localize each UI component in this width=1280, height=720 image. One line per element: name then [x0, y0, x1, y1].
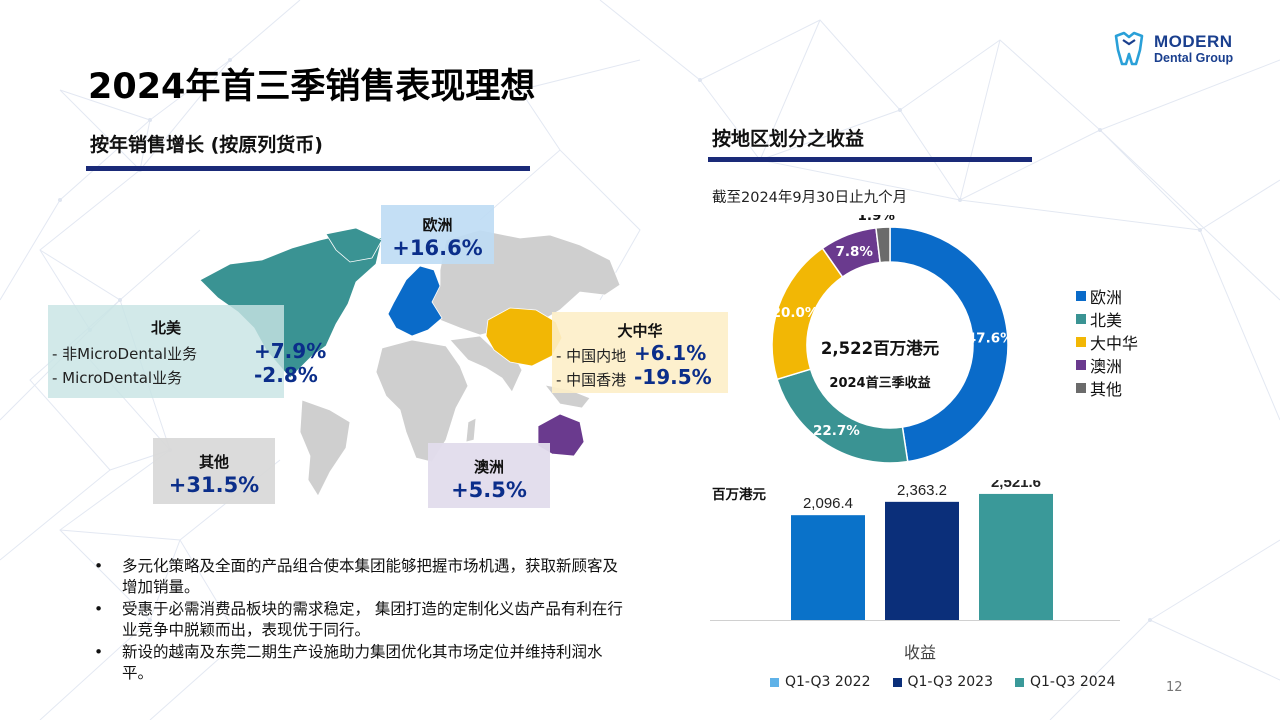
bar-legend-item-2023: Q1-Q3 2023	[892, 674, 994, 690]
region-box-greater-china: 大中华 - 中国内地 +6.1% - 中国香港 -19.5%	[552, 312, 728, 393]
donut-slice-0	[889, 226, 1009, 463]
gc-row-1-label: - 中国内地	[556, 347, 627, 365]
region-name-australia: 澳洲	[473, 458, 504, 476]
legend-item-others: 其他	[1076, 376, 1138, 399]
bar-legend-item-2024: Q1-Q3 2024	[1015, 674, 1116, 690]
legend-swatch	[1076, 336, 1086, 347]
na-row-1-label: - 非MicroDental业务	[52, 345, 198, 363]
legend-swatch	[1076, 290, 1086, 301]
bar-legend-swatch	[1015, 677, 1024, 687]
donut-label-1: 22.7%	[813, 423, 860, 439]
region-value-others: +31.5%	[168, 473, 260, 497]
bar-legend-label: Q1-Q3 2022	[785, 674, 871, 690]
legend-item-greater-china: 大中华	[1076, 330, 1138, 353]
slide-title: 2024年首三季销售表现理想	[88, 67, 536, 107]
donut-label-4: 1.9%	[858, 215, 896, 224]
company-logo: MODERN Dental Group	[1112, 30, 1262, 70]
bullet-list: 多元化策略及全面的产品组合使本集团能够把握市场机遇，获取新顾客及增加销量。 受惠…	[92, 556, 632, 685]
gc-row-2-value: -19.5%	[634, 365, 712, 389]
legend-item-australia: 澳洲	[1076, 353, 1138, 376]
donut-label-2: 20.0%	[772, 305, 819, 321]
bullet-item: 受惠于必需消费品板块的需求稳定， 集团打造的定制化义齿产品有利在行业竞争中脱颖而…	[92, 599, 632, 641]
left-section-underline	[86, 166, 530, 171]
region-box-north-america: 北美 - 非MicroDental业务 +7.9% - MicroDental业…	[48, 305, 326, 398]
region-box-australia: 澳洲 +5.5%	[428, 443, 550, 508]
legend-label: 欧洲	[1090, 287, 1123, 307]
donut-chart: 47.6% 22.7% 20.0% 7.8% 1.9%	[771, 215, 1014, 464]
gc-row-2-label: - 中国香港	[556, 371, 627, 389]
legend-swatch	[1076, 313, 1086, 324]
bar-value-label-0: 2,096.4	[803, 495, 853, 512]
bar-1	[885, 501, 959, 620]
bar-legend: Q1-Q3 2022 Q1-Q3 2023 Q1-Q3 2024	[770, 674, 1116, 690]
bar-2	[979, 493, 1053, 620]
legend-swatch	[1076, 382, 1086, 393]
donut-label-3: 7.8%	[835, 244, 873, 260]
legend-swatch	[1076, 359, 1086, 370]
region-name-others: 其他	[198, 453, 229, 471]
bar-legend-swatch	[892, 677, 902, 687]
tooth-logo-icon	[1114, 31, 1144, 66]
donut-label-0: 47.6%	[967, 330, 1014, 346]
bar-legend-label: Q1-Q3 2024	[1030, 674, 1116, 690]
region-box-others: 其他 +31.5%	[153, 438, 275, 504]
region-name-greater-china: 大中华	[617, 322, 663, 340]
bar-legend-item-2022: Q1-Q3 2022	[770, 674, 871, 690]
right-section-subtitle: 截至2024年9月30日止九个月	[712, 190, 908, 206]
bar-value-label-2: 2,521.6	[991, 480, 1041, 491]
bullet-item: 新设的越南及东莞二期生产设施助力集团优化其市场定位并维持利润水平。	[92, 642, 632, 684]
left-section-title: 按年销售增长 (按原列货币)	[90, 134, 323, 156]
legend-label: 北美	[1090, 310, 1123, 330]
map-greenland	[325, 227, 383, 263]
bar-xlabel: 收益	[903, 643, 936, 662]
gc-row-1-value: +6.1%	[634, 341, 707, 365]
region-value-australia: +5.5%	[451, 478, 527, 502]
legend-label: 澳洲	[1090, 356, 1123, 376]
na-row-2-value: -2.8%	[254, 363, 318, 387]
region-value-europe: +16.6%	[392, 236, 483, 260]
region-box-europe: 欧洲 +16.6%	[381, 205, 494, 264]
legend-label: 其他	[1090, 379, 1123, 399]
bar-0	[791, 515, 865, 620]
donut-legend: 欧洲 北美 大中华 澳洲 其他	[1076, 284, 1138, 399]
page-number: 12	[1166, 680, 1183, 695]
legend-item-europe: 欧洲	[1076, 284, 1138, 307]
na-row-1-value: +7.9%	[254, 339, 327, 363]
donut-center-value: 2,522百万港元	[820, 339, 940, 358]
donut-slice-4	[875, 226, 891, 264]
bar-ylabel: 百万港元	[712, 487, 766, 503]
donut-center-label: 2024首三季收益	[829, 376, 931, 391]
bar-legend-swatch	[770, 677, 779, 687]
region-name-north-america: 北美	[150, 319, 181, 337]
logo-line2: Dental Group	[1154, 51, 1234, 65]
legend-item-north-america: 北美	[1076, 307, 1138, 330]
na-row-2-label: - MicroDental业务	[52, 369, 183, 387]
bar-legend-label: Q1-Q3 2023	[907, 674, 994, 690]
map-europe	[387, 265, 443, 337]
bar-chart: 2,096.4 2,363.2 2,521.6	[710, 480, 1120, 621]
bar-value-label-1: 2,363.2	[897, 482, 947, 499]
logo-line1: MODERN	[1154, 32, 1233, 51]
bullet-item: 多元化策略及全面的产品组合使本集团能够把握市场机遇，获取新顾客及增加销量。	[92, 556, 632, 598]
legend-label: 大中华	[1090, 333, 1139, 353]
right-section-underline	[708, 157, 1032, 162]
region-name-europe: 欧洲	[422, 216, 453, 234]
right-section-title: 按地区划分之收益	[712, 128, 865, 150]
